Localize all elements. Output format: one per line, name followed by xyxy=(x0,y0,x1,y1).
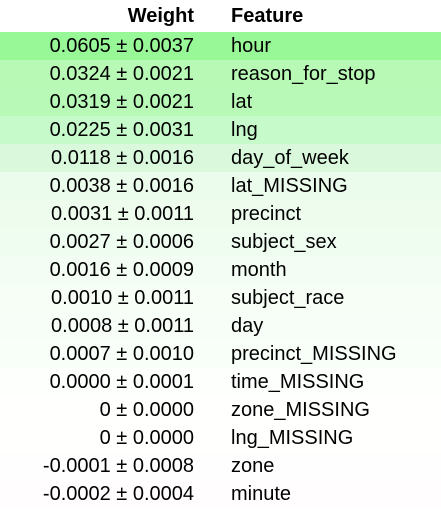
weight-cell: 0 ± 0.0000 xyxy=(99,426,194,449)
weight-cell: 0.0010 ± 0.0011 xyxy=(51,286,194,309)
feature-cell: day xyxy=(231,314,264,337)
table-row: -0.0002 ± 0.0004 minute xyxy=(0,480,441,508)
table-row: 0.0605 ± 0.0037 hour xyxy=(0,32,441,60)
weight-cell: 0.0031 ± 0.0011 xyxy=(51,202,194,225)
feature-cell: subject_race xyxy=(231,286,345,309)
table-row: 0.0010 ± 0.0011 subject_race xyxy=(0,284,441,312)
feature-cell: precinct_MISSING xyxy=(231,342,397,365)
table-row: 0.0118 ± 0.0016 day_of_week xyxy=(0,144,441,172)
feature-cell: month xyxy=(231,258,287,281)
table-row: 0 ± 0.0000 lng_MISSING xyxy=(0,424,441,452)
feature-cell: zone_MISSING xyxy=(231,398,370,421)
table-row: 0 ± 0.0000 zone_MISSING xyxy=(0,396,441,424)
feature-cell: hour xyxy=(231,34,272,57)
feature-cell: time_MISSING xyxy=(231,370,365,393)
table-row: 0.0027 ± 0.0006 subject_sex xyxy=(0,228,441,256)
weight-cell: -0.0001 ± 0.0008 xyxy=(42,454,194,477)
weight-cell: 0.0319 ± 0.0021 xyxy=(49,90,194,113)
feature-cell: reason_for_stop xyxy=(231,62,376,85)
weight-cell: 0.0605 ± 0.0037 xyxy=(49,34,194,57)
table-row: 0.0225 ± 0.0031 lng xyxy=(0,116,441,144)
table-row: 0.0031 ± 0.0011 precinct xyxy=(0,200,441,228)
table-row: 0.0016 ± 0.0009 month xyxy=(0,256,441,284)
feature-cell: lng_MISSING xyxy=(231,426,354,449)
feature-cell: subject_sex xyxy=(231,230,337,253)
weight-cell: 0.0000 ± 0.0001 xyxy=(49,370,194,393)
table-row: 0.0000 ± 0.0001 time_MISSING xyxy=(0,368,441,396)
header-row: Weight Feature xyxy=(0,0,441,32)
table-row: 0.0008 ± 0.0011 day xyxy=(0,312,441,340)
weight-cell: 0.0118 ± 0.0016 xyxy=(51,146,194,169)
weight-cell: 0.0324 ± 0.0021 xyxy=(49,62,194,85)
feature-cell: zone xyxy=(231,454,275,477)
weight-cell: 0.0225 ± 0.0031 xyxy=(49,118,194,141)
weight-cell: 0.0008 ± 0.0011 xyxy=(51,314,194,337)
feature-cell: lat_MISSING xyxy=(231,174,348,197)
feature-column-header: Feature xyxy=(200,0,441,32)
table-row: 0.0319 ± 0.0021 lat xyxy=(0,88,441,116)
table-body: 0.0605 ± 0.0037 hour 0.0324 ± 0.0021 reason… xyxy=(0,32,441,508)
weight-cell: 0.0027 ± 0.0006 xyxy=(49,230,194,253)
table-header: Weight Feature xyxy=(0,0,441,32)
feature-cell: day_of_week xyxy=(231,146,349,169)
table-row: 0.0038 ± 0.0016 lat_MISSING xyxy=(0,172,441,200)
table-row: -0.0001 ± 0.0008 zone xyxy=(0,452,441,480)
feature-cell: lng xyxy=(231,118,258,141)
weight-cell: 0.0016 ± 0.0009 xyxy=(49,258,194,281)
feature-cell: lat xyxy=(231,90,253,113)
weight-cell: 0.0038 ± 0.0016 xyxy=(49,174,194,197)
weight-cell: -0.0002 ± 0.0004 xyxy=(42,482,194,505)
weight-cell: 0 ± 0.0000 xyxy=(99,398,194,421)
feature-cell: minute xyxy=(231,482,292,505)
table-row: 0.0007 ± 0.0010 precinct_MISSING xyxy=(0,340,441,368)
weight-cell: 0.0007 ± 0.0010 xyxy=(49,342,194,365)
weight-column-header: Weight xyxy=(0,0,200,32)
feature-cell: precinct xyxy=(231,202,302,225)
table-row: 0.0324 ± 0.0021 reason_for_stop xyxy=(0,60,441,88)
